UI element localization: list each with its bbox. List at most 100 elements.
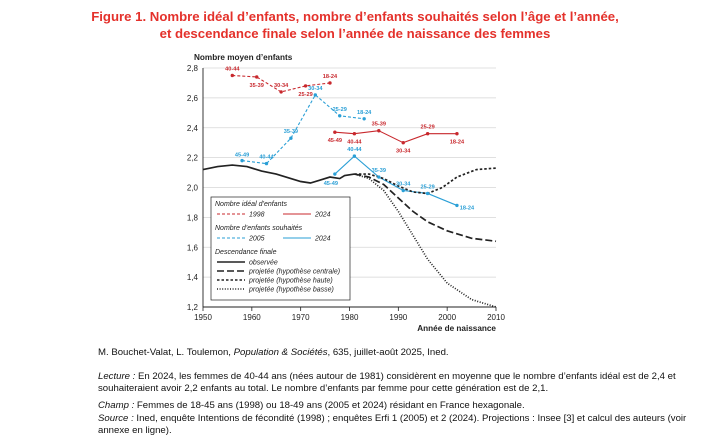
data-point bbox=[377, 129, 381, 133]
scope-label: Champ : bbox=[98, 400, 135, 411]
legend-group-title: Descendance finale bbox=[215, 249, 277, 256]
data-point bbox=[455, 132, 459, 136]
y-tick-label: 1,6 bbox=[187, 243, 199, 252]
point-label: 18-24 bbox=[357, 110, 372, 116]
legend-label: projetée (hypothèse basse) bbox=[248, 287, 334, 294]
y-tick-label: 2,0 bbox=[187, 184, 199, 193]
point-label: 30-34 bbox=[396, 181, 411, 187]
y-tick-label: 2,8 bbox=[187, 64, 199, 73]
legend-label: projetée (hypothèse haute) bbox=[248, 278, 333, 285]
data-point bbox=[377, 175, 381, 179]
data-point bbox=[362, 117, 366, 121]
reading-label: Lecture : bbox=[98, 371, 136, 382]
data-point bbox=[313, 93, 318, 97]
data-point bbox=[401, 140, 405, 145]
x-tick-label: 2000 bbox=[438, 313, 456, 322]
y-tick-label: 1,4 bbox=[187, 273, 199, 282]
data-point bbox=[401, 188, 405, 193]
figure-title-line2: et descendance finale selon l’année de n… bbox=[159, 26, 551, 41]
y-tick-label: 1,2 bbox=[187, 303, 199, 312]
point-label: 25-29 bbox=[333, 107, 347, 113]
point-label: 25-29 bbox=[420, 125, 434, 131]
scope-note: Champ : Femmes de 18-45 ans (1998) ou 18… bbox=[98, 400, 702, 412]
point-label: 18-24 bbox=[450, 140, 465, 146]
data-point bbox=[279, 90, 283, 94]
series-lines bbox=[202, 74, 497, 308]
point-label: 40-44 bbox=[347, 140, 362, 146]
data-point bbox=[338, 114, 342, 118]
reading-note: Lecture : En 2024, les femmes de 40-44 a… bbox=[98, 371, 702, 395]
figure-title-line1: Figure 1. Nombre idéal d’enfants, nombre… bbox=[91, 9, 619, 24]
legend-label: 2005 bbox=[248, 236, 265, 243]
point-label: 30-34 bbox=[274, 83, 289, 89]
axes: 1,2 1,4 1,6 1,8 2,0 2,2 2,4 2,6 2,8 1950 1960 1970 1… bbox=[187, 53, 506, 333]
data-point bbox=[425, 132, 430, 136]
series-line-ideal-solid bbox=[334, 130, 457, 144]
source-label: Source : bbox=[98, 413, 134, 424]
series-line-souhaite-solid bbox=[334, 155, 458, 206]
point-label: 18-24 bbox=[460, 205, 475, 211]
data-point bbox=[255, 75, 259, 79]
point-label: 45-49 bbox=[324, 181, 338, 187]
point-label: 40-44 bbox=[259, 155, 274, 161]
point-label: 45-49 bbox=[328, 138, 342, 144]
x-tick-label: 1980 bbox=[341, 313, 359, 322]
y-tick-label: 2,2 bbox=[187, 154, 199, 163]
legend-label: 1998 bbox=[249, 212, 265, 219]
data-point bbox=[289, 136, 293, 140]
scope-text: Femmes de 18-45 ans (1998) ou 18-49 ans … bbox=[134, 400, 525, 411]
legend-label: 2024 bbox=[314, 212, 331, 219]
reading-text: En 2024, les femmes de 40-44 ans (nées a… bbox=[98, 371, 676, 394]
x-tick-label: 1950 bbox=[194, 313, 212, 322]
point-label: 35-39 bbox=[250, 83, 264, 89]
x-axis-title: Année de naissance bbox=[417, 324, 496, 333]
point-label: 25-29 bbox=[298, 92, 312, 98]
series-line-descendance-shortdash bbox=[354, 167, 497, 195]
point-label: 40-44 bbox=[347, 147, 362, 153]
x-tick-label: 2010 bbox=[487, 313, 505, 322]
series-line-ideal-dashed bbox=[232, 74, 331, 93]
point-label: 25-29 bbox=[420, 184, 434, 190]
legend-group-title: Nombre idéal d’enfants bbox=[215, 201, 287, 208]
data-point bbox=[352, 132, 357, 136]
data-point bbox=[328, 81, 332, 85]
data-point bbox=[230, 73, 234, 78]
point-label: 35-39 bbox=[372, 168, 386, 174]
legend-label: projetée (hypothèse centrale) bbox=[248, 269, 340, 276]
y-tick-label: 2,6 bbox=[187, 94, 199, 103]
x-tick-label: 1960 bbox=[243, 313, 261, 322]
point-label: 18-24 bbox=[323, 74, 338, 80]
point-label: 35-39 bbox=[372, 122, 386, 128]
series-line-descendance-solid bbox=[202, 164, 355, 184]
source-text: Ined, enquête Intentions de fécondité (1… bbox=[98, 413, 687, 436]
data-point bbox=[264, 161, 269, 166]
citation: M. Bouchet-Valat, L. Toulemon, Populatio… bbox=[98, 347, 702, 359]
line-chart: 1,2 1,4 1,6 1,8 2,0 2,2 2,4 2,6 2,8 1950 1960 1970 1… bbox=[187, 53, 506, 333]
data-point bbox=[455, 203, 459, 208]
y-tick-label: 1,8 bbox=[187, 213, 199, 222]
point-label: 45-49 bbox=[235, 153, 249, 159]
y-axis-title: Nombre moyen d’enfants bbox=[194, 53, 293, 62]
citation-authors: M. Bouchet-Valat, L. Toulemon, bbox=[98, 347, 234, 358]
source-note: Source : Ined, enquête Intentions de féc… bbox=[98, 413, 702, 437]
chart-legend: Nombre idéal d’enfants 1998 2024 Nombre d’e… bbox=[210, 196, 351, 301]
point-label: 30-34 bbox=[308, 86, 323, 92]
x-tick-label: 1990 bbox=[389, 313, 407, 322]
legend-group-title: Nombre d’enfants souhaités bbox=[215, 225, 303, 232]
citation-details: , 635, juillet-août 2025, Ined. bbox=[327, 347, 449, 358]
data-point bbox=[240, 158, 244, 163]
citation-journal: Population & Sociétés bbox=[233, 347, 328, 358]
point-label: 35-39 bbox=[284, 129, 298, 135]
legend-label: observée bbox=[249, 260, 278, 267]
series-line-descendance-longdash bbox=[354, 173, 497, 243]
series-line-souhaite-dashed bbox=[242, 94, 365, 165]
y-tick-label: 2,4 bbox=[187, 124, 199, 133]
data-point bbox=[352, 154, 357, 158]
data-point bbox=[303, 84, 308, 88]
point-label: 40-44 bbox=[225, 66, 240, 72]
point-label: 30-34 bbox=[396, 149, 411, 155]
data-point bbox=[333, 130, 337, 134]
series-line-descendance-dotted bbox=[354, 173, 497, 308]
legend-label: 2024 bbox=[314, 236, 331, 243]
